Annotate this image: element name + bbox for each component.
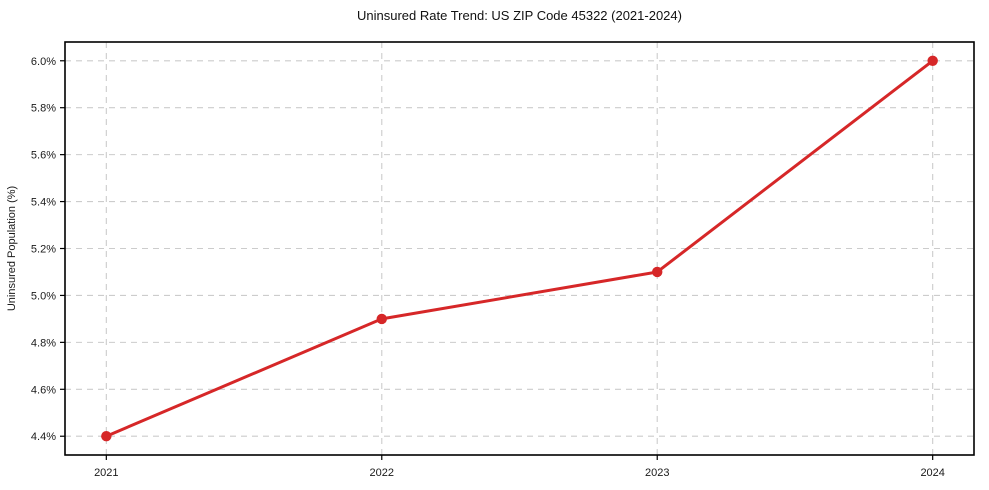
data-point [927, 55, 938, 66]
data-point [376, 313, 387, 325]
y-tick-label: 4.4% [31, 431, 56, 443]
x-tick-label: 2021 [94, 467, 118, 479]
y-tick-label: 5.2% [31, 244, 56, 256]
y-tick-label: 6.0% [31, 56, 56, 68]
x-tick-label: 2023 [645, 467, 669, 479]
y-tick-label: 4.8% [31, 337, 56, 349]
y-tick-label: 4.6% [31, 384, 56, 396]
y-tick-label: 5.4% [31, 197, 56, 209]
y-axis-label: Uninsured Population (%) [6, 186, 18, 311]
y-tick-label: 5.8% [31, 103, 56, 115]
x-tick-label: 2022 [370, 467, 394, 479]
y-tick-label: 5.0% [31, 290, 56, 302]
chart-title: Uninsured Rate Trend: US ZIP Code 45322 … [357, 8, 682, 23]
data-point [652, 266, 663, 278]
data-point [101, 431, 112, 442]
y-tick-label: 5.6% [31, 150, 56, 162]
trend-line [104, 59, 935, 438]
x-tick-label: 2024 [920, 467, 944, 479]
